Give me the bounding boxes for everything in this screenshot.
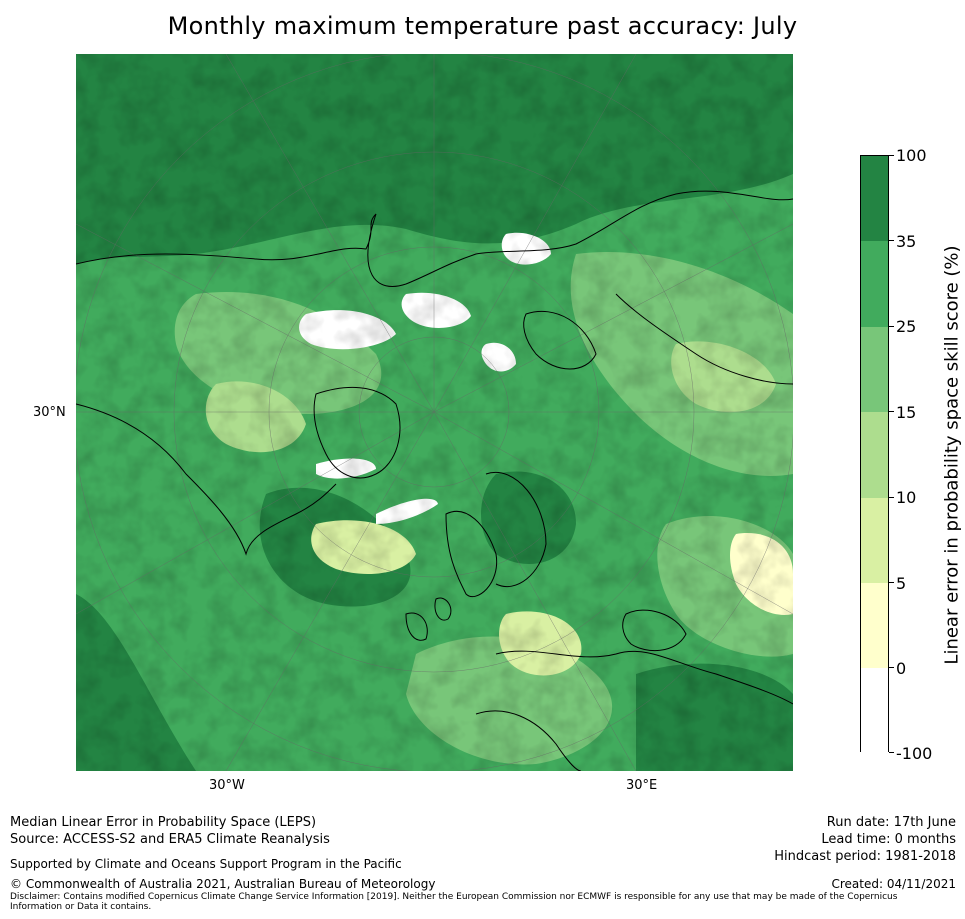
colorbar-tick-label: -100 bbox=[896, 744, 933, 763]
lead-time: Lead time: 0 months bbox=[821, 832, 956, 847]
colorbar-bin-15-25 bbox=[861, 327, 888, 412]
colorbar-tick-label: 0 bbox=[896, 659, 907, 678]
longitude-label-30e: 30°E bbox=[626, 778, 658, 793]
disclaimer: Disclaimer: Contains modified Copernicus… bbox=[10, 892, 898, 912]
colorbar-bin-10-15 bbox=[861, 412, 888, 498]
colorbar-tick bbox=[889, 752, 894, 753]
colorbar-tick-label: 5 bbox=[896, 574, 907, 593]
colorbar-tick bbox=[889, 240, 894, 241]
colorbar-tick-label: 100 bbox=[896, 146, 927, 165]
colorbar-bin-35-100 bbox=[861, 156, 888, 241]
colorbar-bin-25-35 bbox=[861, 241, 888, 327]
colorbar-tick bbox=[889, 667, 894, 668]
coastlines bbox=[76, 190, 793, 771]
support-note: Supported by Climate and Oceans Support … bbox=[10, 857, 402, 871]
colorbar-tick-label: 25 bbox=[896, 317, 917, 336]
hindcast-period: Hindcast period: 1981-2018 bbox=[774, 849, 956, 864]
colorbar-title: Linear error in probability space skill … bbox=[941, 245, 963, 665]
skill-score-map bbox=[76, 54, 793, 771]
colorbar-tick-label: 15 bbox=[896, 403, 917, 422]
map-title: Monthly maximum temperature past accurac… bbox=[167, 12, 798, 40]
graticule bbox=[76, 54, 793, 771]
longitude-label-30w: 30°W bbox=[209, 778, 245, 793]
data-source: Source: ACCESS-S2 and ERA5 Climate Reana… bbox=[10, 832, 330, 847]
created-date: Created: 04/11/2021 bbox=[831, 877, 956, 891]
colorbar-tick bbox=[889, 326, 894, 327]
colorbar-tick bbox=[889, 155, 894, 156]
colorbar-tick-label: 10 bbox=[896, 488, 917, 507]
colorbar-bin-0-5 bbox=[861, 583, 888, 668]
colorbar-tick bbox=[889, 497, 894, 498]
colorbar-bin-neg100-0 bbox=[861, 668, 888, 753]
colorbar-tick bbox=[889, 411, 894, 412]
polar-map-canvas bbox=[76, 54, 793, 771]
latitude-label-30n: 30°N bbox=[33, 405, 66, 420]
colorbar bbox=[860, 155, 889, 753]
copyright: © Commonwealth of Australia 2021, Austra… bbox=[10, 877, 436, 891]
colorbar-bin-5-10 bbox=[861, 498, 888, 583]
colorbar-tick-label: 35 bbox=[896, 232, 917, 251]
run-date: Run date: 17th June bbox=[826, 815, 956, 830]
colorbar-tick bbox=[889, 582, 894, 583]
product-description: Median Linear Error in Probability Space… bbox=[10, 815, 317, 830]
